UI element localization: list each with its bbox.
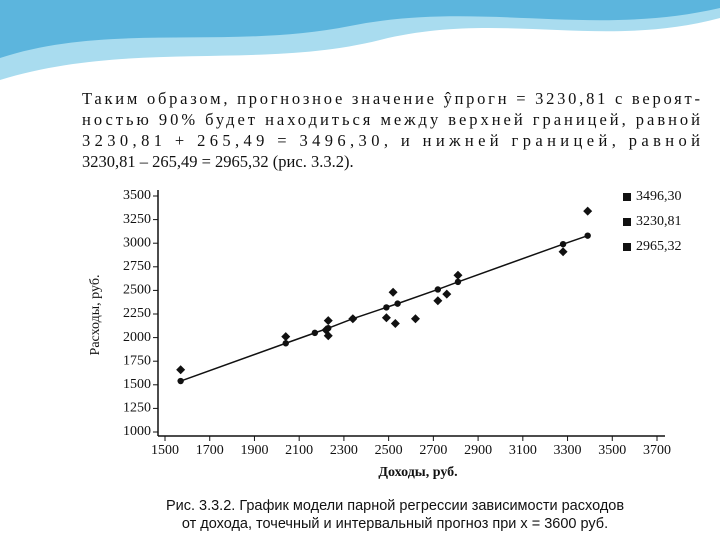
data-point <box>558 247 568 257</box>
y-tick-label: 1500 <box>123 377 151 392</box>
legend-label: 3230,81 <box>636 214 682 229</box>
x-tick-label: 2900 <box>464 443 492 458</box>
x-tick-label: 3100 <box>509 443 537 458</box>
caption-line: Рис. 3.3.2. График модели парной регресс… <box>166 498 624 514</box>
fitted-point <box>559 240 567 248</box>
paragraph-line: Таким образом, прогнозное значение ŷпрог… <box>82 89 700 108</box>
y-tick-label: 1000 <box>123 424 151 439</box>
fitted-point <box>349 315 357 322</box>
x-tick-label: 3700 <box>643 443 671 458</box>
legend-label: 2965,32 <box>636 239 682 254</box>
paragraph-line: 3230,81 + 265,49 = 3496,30, и нижней гра… <box>82 131 700 150</box>
x-tick-label: 2100 <box>285 443 313 458</box>
x-tick-label: 1900 <box>240 443 268 458</box>
data-point <box>433 296 443 306</box>
x-axis-label: Доходы, руб. <box>378 465 457 480</box>
legend-marker <box>623 193 631 201</box>
fitted-point <box>383 304 390 311</box>
x-tick-label: 2300 <box>330 443 358 458</box>
data-point <box>381 313 391 323</box>
y-tick-label: 2000 <box>123 330 151 345</box>
fitted-point <box>394 300 401 307</box>
header-wave <box>0 0 720 58</box>
data-point <box>176 365 186 375</box>
data-point <box>453 270 463 280</box>
paragraph-line: 3230,81 – 265,49 = 2965,32 (рис. 3.3.2). <box>82 152 354 171</box>
fitted-point <box>454 278 462 286</box>
data-point <box>323 331 333 341</box>
data-point <box>281 332 291 342</box>
fitted-point <box>325 324 332 332</box>
data-point <box>410 314 420 324</box>
caption-line: от дохода, точечный и интервальный прогн… <box>182 516 608 532</box>
paragraph-line: ностью 90% будет находиться между верхне… <box>82 110 700 129</box>
x-tick-label: 1700 <box>196 443 224 458</box>
y-tick-label: 2500 <box>123 283 151 298</box>
y-tick-label: 1750 <box>123 353 151 368</box>
x-tick-label: 2700 <box>419 443 447 458</box>
data-point <box>323 316 333 326</box>
data-point <box>388 287 398 297</box>
y-axis-label: Расходы, руб. <box>88 275 103 356</box>
fitted-point <box>177 377 184 385</box>
fitted-point <box>584 232 591 239</box>
data-point <box>583 206 593 216</box>
y-tick-label: 2250 <box>123 306 151 321</box>
legend-marker <box>623 243 631 251</box>
y-tick-label: 3500 <box>123 188 151 203</box>
y-tick-label: 2750 <box>123 259 151 274</box>
data-point <box>390 318 400 328</box>
x-tick-label: 3500 <box>598 443 626 458</box>
legend-marker <box>623 218 631 226</box>
x-tick-label: 3300 <box>554 443 582 458</box>
x-tick-label: 2500 <box>375 443 403 458</box>
fitted-point <box>311 329 319 337</box>
fitted-point <box>282 340 289 347</box>
y-tick-label: 1250 <box>123 401 151 416</box>
y-tick-label: 3000 <box>123 235 151 250</box>
data-point <box>442 289 452 299</box>
fitted-point <box>434 286 442 293</box>
x-tick-label: 1500 <box>151 443 179 458</box>
y-tick-label: 3250 <box>123 212 151 227</box>
legend-label: 3496,30 <box>636 189 682 204</box>
